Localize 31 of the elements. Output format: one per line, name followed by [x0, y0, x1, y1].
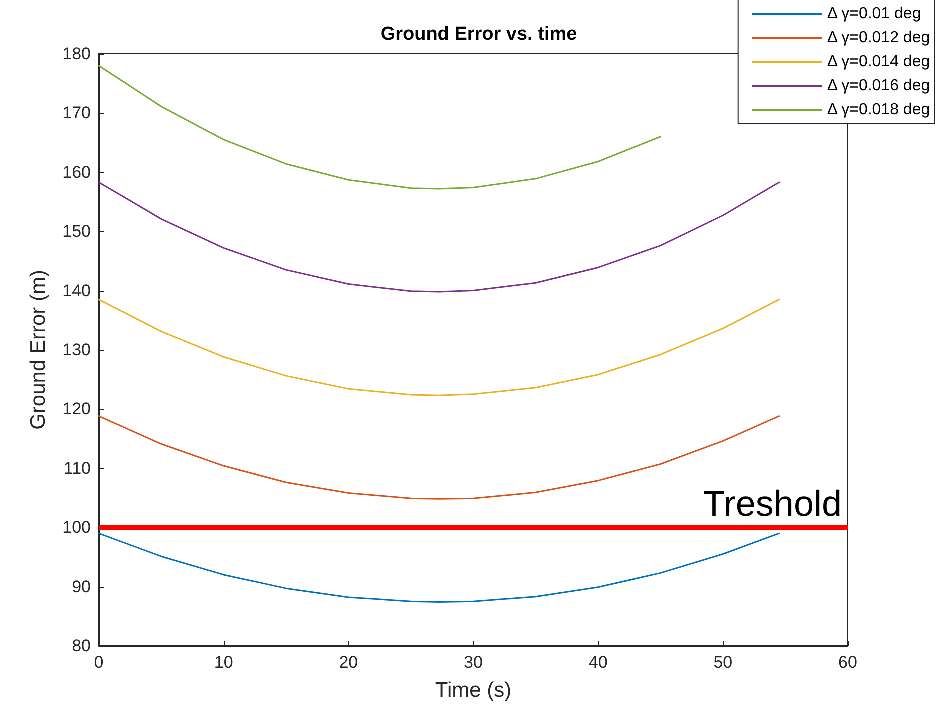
legend-label: Δ γ=0.014 deg [827, 54, 930, 70]
line-series [98, 532, 780, 603]
y-tick-label: 160 [62, 162, 91, 182]
legend-label: Δ γ=0.016 deg [827, 78, 930, 94]
y-tick-label: 110 [64, 458, 91, 478]
y-tick-label: 130 [62, 340, 91, 360]
y-tick-label: 80 [72, 636, 91, 656]
x-tick-label: 20 [339, 653, 358, 672]
line-series [98, 182, 780, 293]
legend-label: Δ γ=0.012 deg [827, 30, 930, 46]
x-tick-label: 50 [714, 653, 733, 672]
line-series [98, 65, 662, 190]
x-tick-label: 40 [588, 653, 608, 672]
x-tick-label: 30 [464, 653, 483, 672]
y-tick-label: 170 [62, 104, 91, 123]
x-axis-title: Time (s) [435, 679, 512, 702]
y-tick-label: 90 [72, 577, 91, 596]
legend-label: Δ γ=0.018 deg [827, 102, 930, 118]
y-tick-label: 100 [62, 518, 91, 538]
y-tick-label: 120 [62, 400, 91, 419]
x-tick-label: 0 [94, 653, 104, 672]
ref-line-label: Treshold [703, 483, 842, 524]
y-axis-title: Ground Error (m) [27, 270, 50, 430]
line-series [98, 298, 780, 396]
x-tick-label: 10 [214, 653, 234, 672]
y-tick-label: 140 [62, 281, 91, 300]
y-tick-label: 180 [62, 44, 91, 64]
x-tick-label: 60 [838, 653, 858, 672]
legend-label: Δ γ=0.01 deg [827, 6, 922, 22]
y-tick-label: 150 [62, 222, 91, 242]
chart-title: Ground Error vs. time [380, 24, 578, 45]
